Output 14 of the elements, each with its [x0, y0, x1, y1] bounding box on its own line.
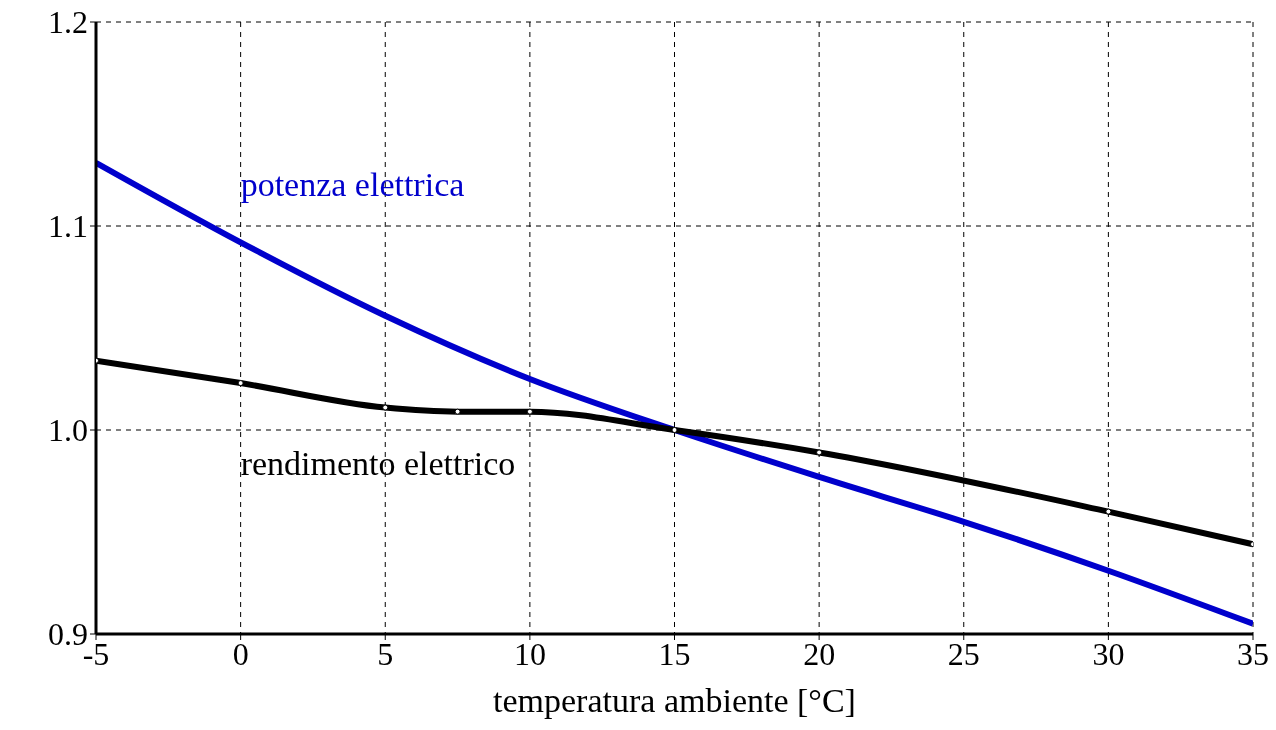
- series-label: potenza elettrica: [240, 166, 465, 204]
- x-tick-label: 15: [658, 635, 691, 672]
- series-label: rendimento elettrico: [240, 445, 516, 483]
- x-tick-label: 5: [377, 635, 394, 672]
- x-tick-label: 20: [803, 635, 836, 672]
- y-tick-label: 1.2: [48, 4, 88, 41]
- x-tick-label: 0: [232, 635, 249, 672]
- x-axis-title: temperatura ambiente [°C]: [493, 682, 856, 719]
- x-tick-label: 30: [1092, 635, 1125, 672]
- y-tick-label: 1.0: [48, 412, 88, 449]
- x-tick-label: 25: [947, 635, 980, 672]
- x-tick-label: 35: [1237, 635, 1269, 672]
- x-tick-label: 10: [513, 635, 546, 672]
- y-tick-label: 1.1: [48, 208, 88, 245]
